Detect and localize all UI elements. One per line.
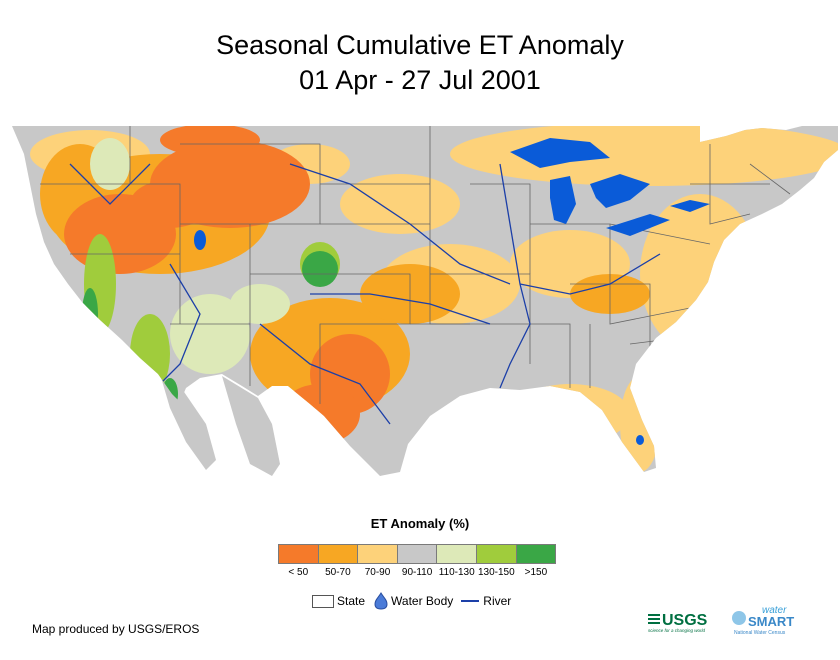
watersmart-drop-icon bbox=[732, 611, 746, 625]
logos: USGS science for a changing world water … bbox=[648, 605, 794, 636]
mexico-region bbox=[222, 376, 280, 476]
legend-label-6: >150 bbox=[524, 567, 548, 578]
legend-label-0: < 50 bbox=[288, 567, 309, 578]
map-key: State Water Body River bbox=[312, 592, 519, 610]
legend-title: ET Anomaly (%) bbox=[370, 516, 470, 531]
legend-swatch-2 bbox=[357, 544, 398, 564]
lake-ontario bbox=[670, 200, 710, 212]
lake-erie bbox=[606, 214, 670, 236]
legend-label-4: 110-130 bbox=[438, 567, 475, 578]
key-river: River bbox=[461, 594, 511, 608]
lake-michigan bbox=[550, 176, 576, 224]
river-symbol bbox=[461, 600, 480, 602]
watersmart-logo: water SMART National Water Census bbox=[732, 605, 794, 636]
state-symbol bbox=[312, 594, 334, 608]
water-body-icon bbox=[374, 592, 388, 610]
map-subtitle: 01 Apr - 27 Jul 2001 bbox=[299, 65, 541, 95]
watersmart-water: water bbox=[762, 605, 787, 616]
map-credit: Map produced by USGS/EROS bbox=[32, 622, 200, 636]
legend-label-2: 70-90 bbox=[364, 567, 391, 578]
watersmart-smart: SMART bbox=[748, 614, 794, 629]
legend-label-3: 90-110 bbox=[401, 567, 433, 578]
key-water-body: Water Body bbox=[373, 592, 453, 610]
legend-swatch-0 bbox=[278, 544, 319, 564]
lake-superior bbox=[510, 138, 610, 168]
key-state-label: State bbox=[337, 594, 366, 608]
water-bodies bbox=[194, 138, 710, 445]
anomaly-110-130-areas bbox=[90, 138, 290, 374]
legend-swatch-1 bbox=[317, 544, 359, 564]
legend-labels: < 50 50-70 70-90 90-110 110-130 130-150 >150 bbox=[278, 567, 568, 581]
legend-swatch-4 bbox=[436, 544, 477, 564]
et-anomaly-map bbox=[12, 126, 838, 476]
great-salt-lake bbox=[194, 230, 206, 250]
key-river-label: River bbox=[483, 594, 512, 608]
usgs-text: USGS bbox=[662, 612, 708, 629]
baja-region bbox=[160, 374, 216, 470]
lake-huron bbox=[590, 174, 650, 208]
rivers bbox=[69, 163, 661, 425]
legend-swatch-6 bbox=[515, 544, 557, 564]
usgs-tagline: science for a changing world bbox=[648, 628, 706, 633]
usgs-wave-icon bbox=[648, 614, 660, 624]
legend-label-1: 50-70 bbox=[325, 567, 351, 578]
key-water-body-label: Water Body bbox=[391, 594, 454, 608]
legend-swatch-3 bbox=[396, 544, 438, 564]
legend-swatch-5 bbox=[475, 544, 517, 564]
watersmart-tagline: National Water Census bbox=[734, 630, 786, 636]
map-title: Seasonal Cumulative ET Anomaly bbox=[216, 30, 624, 60]
key-state: State bbox=[312, 594, 365, 608]
legend-label-5: 130-150 bbox=[477, 567, 515, 578]
legend-swatches bbox=[278, 544, 557, 564]
usgs-logo: USGS science for a changing world bbox=[648, 612, 708, 633]
lake-okeechobee bbox=[636, 435, 644, 445]
